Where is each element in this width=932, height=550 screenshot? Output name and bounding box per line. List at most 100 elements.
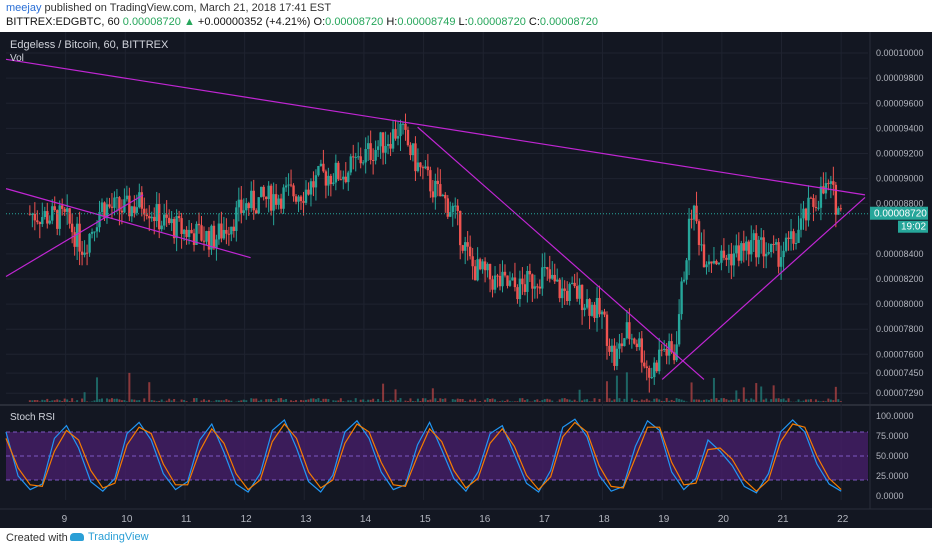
candle-body	[269, 185, 273, 211]
candle-body	[364, 148, 367, 163]
candle-body	[391, 129, 395, 149]
volume-bar	[217, 400, 220, 402]
volume-bar	[150, 400, 153, 402]
candle	[782, 241, 785, 272]
volume-bar	[429, 399, 432, 402]
candle-body	[115, 197, 119, 199]
candle-body	[802, 208, 805, 219]
candle-body	[541, 267, 544, 289]
candle-body	[83, 252, 86, 255]
candle-body	[68, 208, 71, 224]
tradingview-icon	[70, 533, 84, 542]
volume-bar	[454, 399, 457, 402]
candle-body	[727, 253, 731, 260]
candle-body	[133, 206, 136, 213]
candle-body	[257, 197, 260, 214]
volume-bar	[802, 400, 805, 402]
candle	[658, 337, 661, 375]
candle-body	[444, 194, 447, 199]
volume-bar	[202, 399, 205, 402]
candle	[583, 303, 586, 317]
volume-bar	[304, 399, 307, 402]
candle	[222, 216, 226, 241]
price-tick-label: 0.00008400	[876, 249, 924, 259]
volume-bar	[265, 399, 268, 402]
candle-body	[565, 290, 569, 302]
candle-body	[625, 322, 629, 339]
volume-bar	[312, 398, 315, 402]
candle-body	[516, 287, 519, 300]
volume-bar	[158, 400, 161, 402]
candle	[488, 263, 492, 293]
price-tag-text: 0.00008720	[874, 209, 927, 220]
candle-body	[85, 252, 89, 254]
candle	[769, 243, 773, 258]
candle-body	[205, 231, 208, 242]
volume-bar	[409, 398, 412, 402]
volume-bar	[359, 399, 362, 402]
candle-body	[416, 162, 420, 172]
author-link[interactable]: meejay	[6, 2, 42, 14]
candle	[371, 148, 375, 175]
candle	[200, 215, 203, 242]
candle-body	[294, 196, 298, 202]
candle	[449, 201, 452, 218]
chart-svg[interactable]: 0.00010000 0.00009800 0.00009600 0.00009400…	[0, 32, 932, 528]
volume-bar	[397, 400, 400, 402]
candle-body	[682, 279, 686, 282]
candle-body	[399, 123, 402, 137]
candle-body	[471, 256, 474, 267]
candle	[230, 226, 233, 242]
candle-body	[202, 240, 206, 242]
volume-bar	[170, 400, 173, 402]
candle	[327, 167, 330, 196]
time-tick-label: 17	[539, 514, 551, 525]
candle	[364, 137, 367, 174]
candle-body	[595, 297, 599, 318]
candle-body	[513, 277, 517, 288]
candle	[53, 196, 56, 213]
candle	[414, 136, 417, 182]
candle-body	[389, 143, 392, 149]
candle	[162, 203, 166, 230]
candle	[294, 194, 298, 205]
volume-bar	[635, 400, 638, 402]
volume-bar	[419, 400, 422, 402]
candle	[255, 208, 258, 214]
candle-body	[772, 243, 775, 245]
candle-body	[722, 250, 726, 258]
candle	[439, 169, 442, 197]
volume-bar	[747, 400, 750, 402]
tradingview-logo[interactable]: TradingView	[70, 531, 149, 543]
candle-body	[454, 205, 457, 207]
volume-bar	[456, 398, 459, 402]
candle-body	[160, 225, 163, 230]
candle-body	[429, 170, 432, 192]
candle-body	[396, 136, 400, 139]
candle	[508, 271, 512, 287]
candle	[774, 238, 778, 251]
volume-bar	[314, 399, 317, 402]
candle-body	[757, 239, 760, 258]
volume-bar	[618, 398, 621, 402]
volume-bar	[285, 398, 288, 402]
candle	[568, 282, 571, 306]
volume-bar	[377, 399, 380, 402]
low-label: L:	[458, 16, 468, 28]
candle-body	[317, 165, 320, 176]
chart-area[interactable]: 0.00010000 0.00009800 0.00009600 0.00009400…	[0, 32, 932, 528]
volume-bar	[43, 400, 46, 402]
candle-body	[381, 132, 385, 153]
candle-body	[38, 222, 42, 225]
volume-bar	[81, 398, 84, 402]
candle	[556, 268, 559, 282]
candle	[797, 215, 800, 243]
volume-bar	[561, 398, 564, 402]
candle	[314, 169, 318, 201]
candle	[814, 195, 818, 212]
candle-body	[635, 343, 639, 348]
volume-bar	[690, 382, 693, 402]
volume-bar	[113, 398, 116, 402]
volume-bar	[772, 385, 775, 402]
candle-body	[103, 202, 106, 219]
